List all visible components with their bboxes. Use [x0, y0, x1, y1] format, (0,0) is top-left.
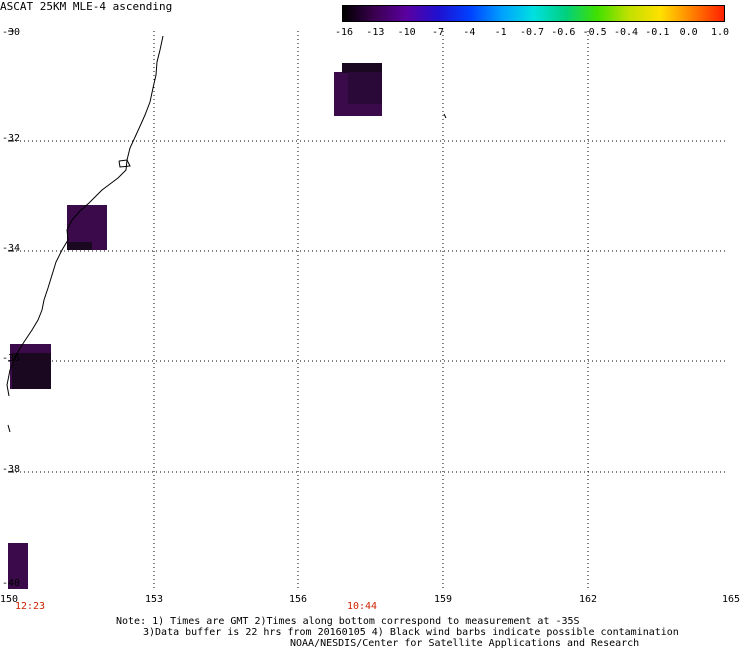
lon-label: 159 [433, 594, 453, 605]
lon-label: 156 [288, 594, 308, 605]
color-scale-label: -0.5 [582, 27, 607, 38]
color-scale-label: -0.6 [551, 27, 576, 38]
lat-label: -40 [2, 578, 21, 589]
coastline-path [6, 35, 164, 397]
data-cells [8, 63, 382, 589]
graticule [8, 30, 728, 589]
lon-label: 150 [0, 594, 19, 605]
lon-label: 165 [721, 594, 740, 605]
data-cell [12, 353, 51, 389]
color-scale-label: -13 [366, 27, 385, 38]
color-scale-label: -0.7 [519, 27, 545, 38]
note-line-3: NOAA/NESDIS/Center for Satellite Applica… [290, 638, 640, 649]
color-scale-label: -16 [334, 27, 354, 38]
coastline-path [118, 159, 131, 168]
color-scale-label: -10 [397, 27, 416, 38]
color-scale-label: -0.1 [645, 27, 670, 38]
color-scale-bar [342, 5, 725, 22]
lat-label: -36 [2, 353, 21, 364]
lat-label: -34 [2, 243, 21, 254]
lat-label: -38 [2, 464, 21, 475]
data-cell [8, 543, 28, 589]
color-scale-label: -4 [463, 27, 476, 38]
data-cell [67, 242, 92, 250]
data-cell [342, 63, 382, 73]
map-title: ASCAT 25KM MLE-4 ascending [0, 0, 173, 13]
lat-label: -30 [2, 27, 21, 38]
color-scale-label: -1 [494, 27, 507, 38]
lon-label: 153 [144, 594, 164, 605]
pass-time-label: 10:44 [346, 601, 378, 612]
color-scale-label: 0.0 [679, 27, 698, 38]
coastline [6, 35, 447, 433]
pass-time-label: 12:23 [14, 601, 46, 612]
color-scale-label: -0.4 [613, 27, 639, 38]
lat-label: -32 [2, 133, 21, 144]
lon-label: 162 [578, 594, 598, 605]
note-line-1: Note: 1) Times are GMT 2)Times along bot… [116, 616, 580, 627]
data-cell [348, 72, 382, 104]
coastline-path [7, 424, 11, 433]
color-scale-label: -7 [431, 27, 445, 38]
color-scale-label: 1.0 [710, 27, 730, 38]
island-outline [443, 113, 447, 119]
note-line-2: 3)Data buffer is 22 hrs from 20160105 4)… [143, 627, 679, 638]
